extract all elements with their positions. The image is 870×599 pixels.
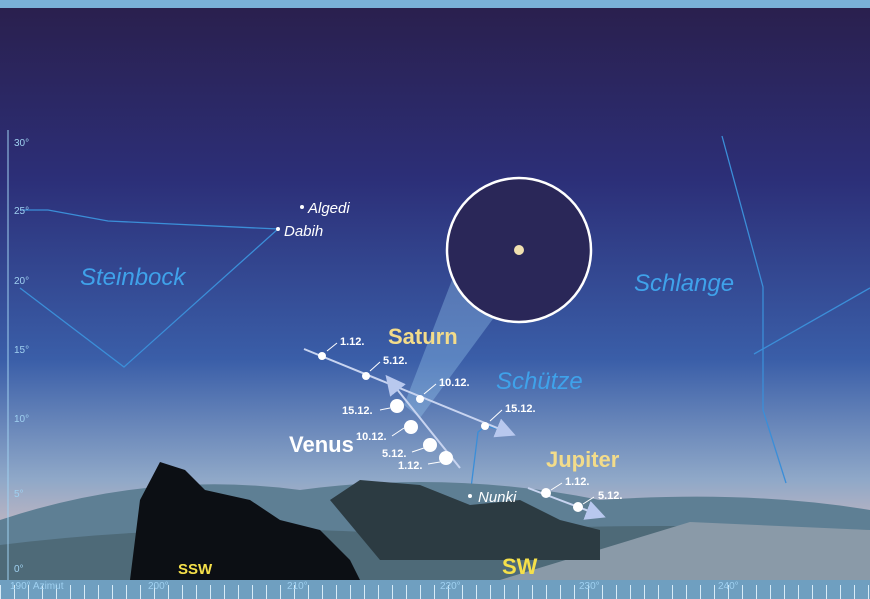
constellation-label: Schütze — [496, 368, 583, 395]
direction-label: SSW — [178, 561, 213, 578]
planet-label: Saturn — [388, 324, 458, 349]
date-label: 5.12. — [598, 490, 622, 502]
leader-lines — [326, 342, 595, 505]
azimuth-tick: 210° — [287, 581, 308, 592]
altitude-scale: 0° 5° 10° 15° 20° 25° 30° — [7, 130, 29, 580]
azimuth-tick: 240° — [718, 581, 739, 592]
altitude-tick: 15° — [14, 345, 29, 356]
constellation-lines — [753, 287, 870, 355]
jupiter-track — [527, 487, 606, 520]
saturn-disk — [514, 245, 524, 255]
star-label: Dabih — [284, 223, 323, 240]
altitude-tick: 0° — [14, 564, 24, 575]
trees — [130, 462, 360, 580]
planet-dots — [276, 205, 583, 512]
date-label: 1.12. — [565, 476, 589, 488]
date-label: 5.12. — [383, 355, 407, 367]
azimuth-tick: 190° Azimut — [10, 581, 64, 592]
constellation-lines — [19, 209, 280, 368]
star-label: Nunki — [478, 489, 517, 506]
altitude-tick: 25° — [14, 206, 29, 217]
date-label: 1.12. — [340, 336, 364, 348]
altitude-tick: 5° — [14, 489, 24, 500]
azimuth-tick: 200° — [148, 581, 169, 592]
date-label: 15.12. — [342, 405, 373, 417]
field — [500, 522, 870, 580]
date-label: 10.12. — [439, 377, 470, 389]
zoom-beam — [404, 280, 498, 418]
altitude-tick: 30° — [14, 138, 29, 149]
date-label: 5.12. — [382, 448, 406, 460]
date-label: 10.12. — [356, 431, 387, 443]
altitude-tick: 10° — [14, 414, 29, 425]
constellation-label: Steinbock — [80, 264, 187, 291]
star-label: Algedi — [307, 200, 350, 217]
date-label: 1.12. — [398, 460, 422, 472]
top-bar — [0, 0, 870, 8]
altitude-tick: 20° — [14, 276, 29, 287]
planet-label: Venus — [289, 432, 354, 457]
direction-label: SW — [502, 554, 538, 579]
planet-label: Jupiter — [546, 447, 620, 472]
date-label: 15.12. — [505, 403, 536, 415]
saturn-track — [303, 348, 516, 438]
azimuth-tick: 220° — [440, 581, 461, 592]
azimuth-tick: 230° — [579, 581, 600, 592]
trees — [330, 480, 600, 560]
constellation-label: Schlange — [634, 270, 734, 297]
